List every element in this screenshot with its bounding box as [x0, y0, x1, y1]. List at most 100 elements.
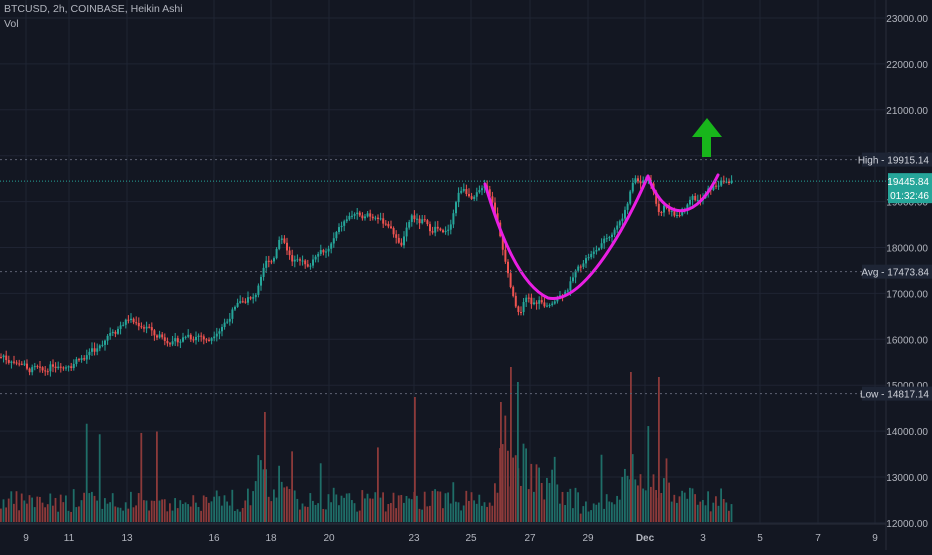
drawings[interactable]	[483, 118, 722, 300]
volume-bar	[473, 500, 475, 522]
candle-body	[179, 341, 182, 343]
candle-body	[507, 261, 509, 274]
candle-body	[122, 324, 125, 326]
candle-body	[608, 237, 611, 239]
candle-body	[686, 204, 689, 209]
candle-body	[494, 202, 496, 214]
candle-body	[374, 217, 377, 219]
volume-bar	[694, 494, 696, 522]
candle-body	[117, 328, 119, 334]
candle-body	[114, 331, 117, 334]
volume-bar	[655, 490, 657, 522]
volume-bar	[533, 491, 535, 522]
volume-bar	[702, 500, 704, 522]
candle-body	[49, 364, 52, 372]
y-tick-label: 23000.00	[886, 14, 928, 25]
volume-bar	[548, 483, 551, 522]
candle-body	[176, 338, 179, 343]
candle-body	[231, 309, 234, 319]
candle-body	[616, 225, 619, 230]
volume-bar	[689, 487, 691, 522]
candle-body	[5, 355, 8, 361]
candle-body	[10, 361, 13, 363]
candle-body	[429, 224, 431, 232]
volume-bar	[400, 494, 403, 522]
candle-body	[75, 359, 78, 364]
candle-body	[442, 230, 444, 233]
y-tick-label: 21000.00	[886, 106, 928, 117]
candle-body	[504, 249, 507, 262]
candle-body	[101, 344, 104, 346]
candle-body	[592, 251, 595, 254]
candle-body	[153, 330, 156, 336]
volume-bar	[704, 505, 707, 522]
volume-bar	[616, 495, 618, 522]
volume-bar	[709, 511, 712, 522]
volume-bar	[725, 502, 728, 522]
volume-bar	[522, 443, 525, 522]
volume-bar	[353, 503, 356, 522]
candle-body	[111, 331, 114, 333]
candle-body	[137, 322, 140, 327]
volume-bar	[44, 507, 46, 522]
volume-bar	[722, 499, 725, 522]
candle-body	[364, 216, 366, 219]
x-tick-label: 23	[408, 533, 420, 544]
candle-body	[70, 366, 73, 368]
volume-bar	[166, 511, 169, 522]
candle-body	[551, 303, 554, 305]
candle-body	[200, 335, 203, 337]
handle-curve[interactable]	[646, 173, 720, 213]
low-badge	[862, 386, 932, 401]
volume-bar	[587, 511, 590, 522]
candle-body	[340, 225, 343, 228]
candle-body	[158, 334, 161, 338]
candle-body	[210, 338, 213, 341]
volume-bar	[527, 489, 530, 522]
volume-bar	[273, 489, 275, 522]
volume-bar	[197, 506, 200, 522]
volume-bar	[504, 415, 507, 522]
arrow-up-icon[interactable]	[692, 118, 722, 157]
x-tick-label: 20	[323, 533, 335, 544]
volume-bar	[369, 498, 371, 522]
candle-body	[343, 221, 346, 226]
volume-bar	[260, 460, 262, 522]
candle-body	[265, 260, 268, 268]
candle-body	[41, 367, 44, 371]
candle-body	[421, 219, 424, 224]
volume-bar	[572, 508, 574, 522]
volume-bar	[88, 493, 91, 522]
volume-bar	[231, 489, 234, 522]
volume-bar	[678, 496, 681, 522]
volume-bar	[332, 487, 335, 522]
candle-body	[444, 230, 447, 233]
volume-bar	[317, 503, 319, 522]
candle-body	[618, 221, 621, 226]
cup-curve[interactable]	[483, 174, 650, 300]
volume-bar	[512, 457, 514, 522]
volume-bar	[98, 434, 101, 522]
candles	[0, 174, 733, 377]
candle-body	[273, 258, 275, 262]
candle-body	[395, 234, 398, 238]
candle-body	[566, 290, 569, 292]
candle-body	[62, 367, 65, 369]
candle-body	[254, 294, 257, 298]
candle-body	[361, 215, 364, 219]
volume-bar	[117, 507, 119, 522]
volume-bar	[244, 500, 247, 522]
avg-badge-text: Avg - 17473.84	[861, 268, 929, 279]
candle-body	[470, 196, 473, 199]
x-tick-label: 16	[208, 533, 220, 544]
candle-body	[530, 297, 533, 305]
candle-body	[140, 326, 143, 328]
volume-bar	[319, 463, 322, 522]
chart-title: BTCUSD, 2h, COINBASE, Heikin Ashi	[4, 3, 183, 15]
time-axis[interactable]: 9 11 13 16 18 20 23 25 27 29 Dec 3 5 7 9	[23, 533, 878, 544]
volume-bar	[618, 499, 621, 522]
volume-bar	[436, 491, 439, 522]
volume-bar	[556, 484, 559, 522]
